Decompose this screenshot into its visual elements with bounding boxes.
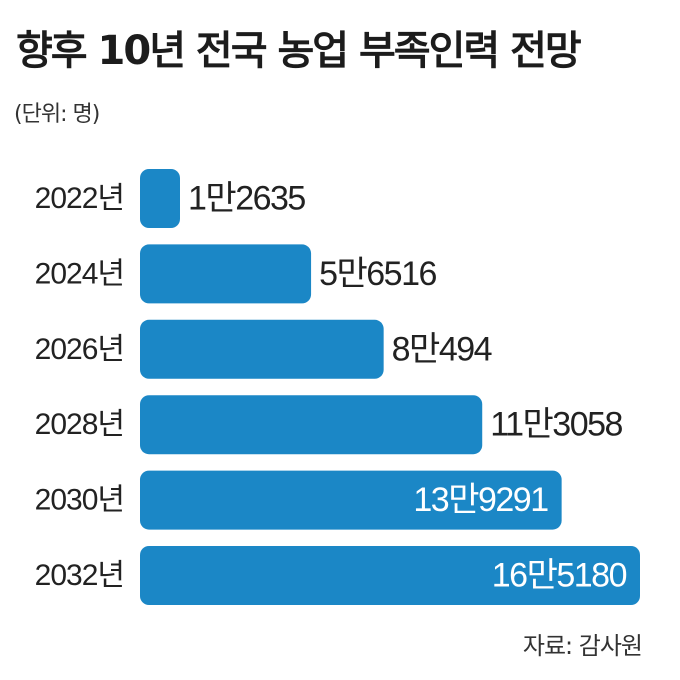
year-label: 2024년 bbox=[35, 257, 124, 290]
year-label: 2030년 bbox=[35, 484, 124, 517]
chart-title: 향후 10년 전국 농업 부족인력 전망 bbox=[16, 28, 582, 74]
value-label: 13만9291 bbox=[413, 481, 548, 519]
value-label: 8만494 bbox=[392, 330, 492, 368]
year-label: 2028년 bbox=[35, 408, 124, 441]
value-label: 16만5180 bbox=[492, 557, 627, 595]
bar bbox=[140, 546, 640, 605]
unit-subtitle: (단위: 명) bbox=[14, 102, 100, 127]
bar bbox=[140, 244, 312, 304]
value-label: 11만3058 bbox=[490, 406, 622, 444]
bar-chart: 2022년 1만2635 2024년 5만6516 2026년 8만494 2028년 11만… bbox=[35, 169, 640, 605]
bar bbox=[140, 470, 562, 530]
value-label: 1만2635 bbox=[188, 180, 305, 218]
bar bbox=[140, 395, 483, 455]
value-label: 5만6516 bbox=[319, 255, 436, 293]
bar bbox=[140, 319, 384, 379]
year-label: 2032년 bbox=[35, 559, 124, 592]
source-note: 자료: 감사원 bbox=[522, 632, 643, 660]
bar bbox=[140, 169, 180, 228]
year-label: 2026년 bbox=[35, 333, 124, 366]
year-label: 2022년 bbox=[35, 182, 124, 215]
